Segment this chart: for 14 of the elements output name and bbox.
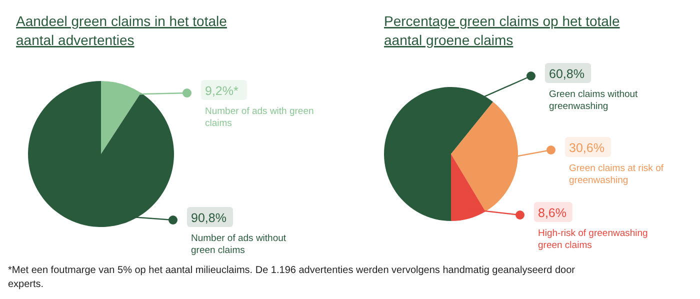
legend-label: Number of ads without green claims — [191, 233, 286, 256]
text: *Met een foutmarge van 5% op het aantal milieuclaims. De 1.196 advertenties werden vervolgens handmatig geanalyseerd door experts. — [8, 265, 576, 290]
pie-slice — [28, 81, 174, 227]
data-label: 30,6% — [569, 141, 604, 155]
legend-label: High-risk of greenwashing green claims — [538, 228, 648, 251]
chart-title: Percentage green claims op het totale aantal groene claims — [384, 13, 620, 48]
data-label: 8,6% — [538, 206, 566, 220]
legend-label: Number of ads with green claims — [205, 106, 314, 129]
legend-label: Green claims without greenwashing — [549, 89, 638, 112]
legend-label: Green claims at risk of greenwashing — [569, 163, 664, 186]
chart-title: Aandeel green claims in het totale aantal advertenties — [16, 13, 228, 48]
data-label: 9,2%* — [205, 84, 238, 98]
data-label: 90,8% — [191, 211, 226, 225]
data-label: 60,8% — [549, 67, 584, 81]
